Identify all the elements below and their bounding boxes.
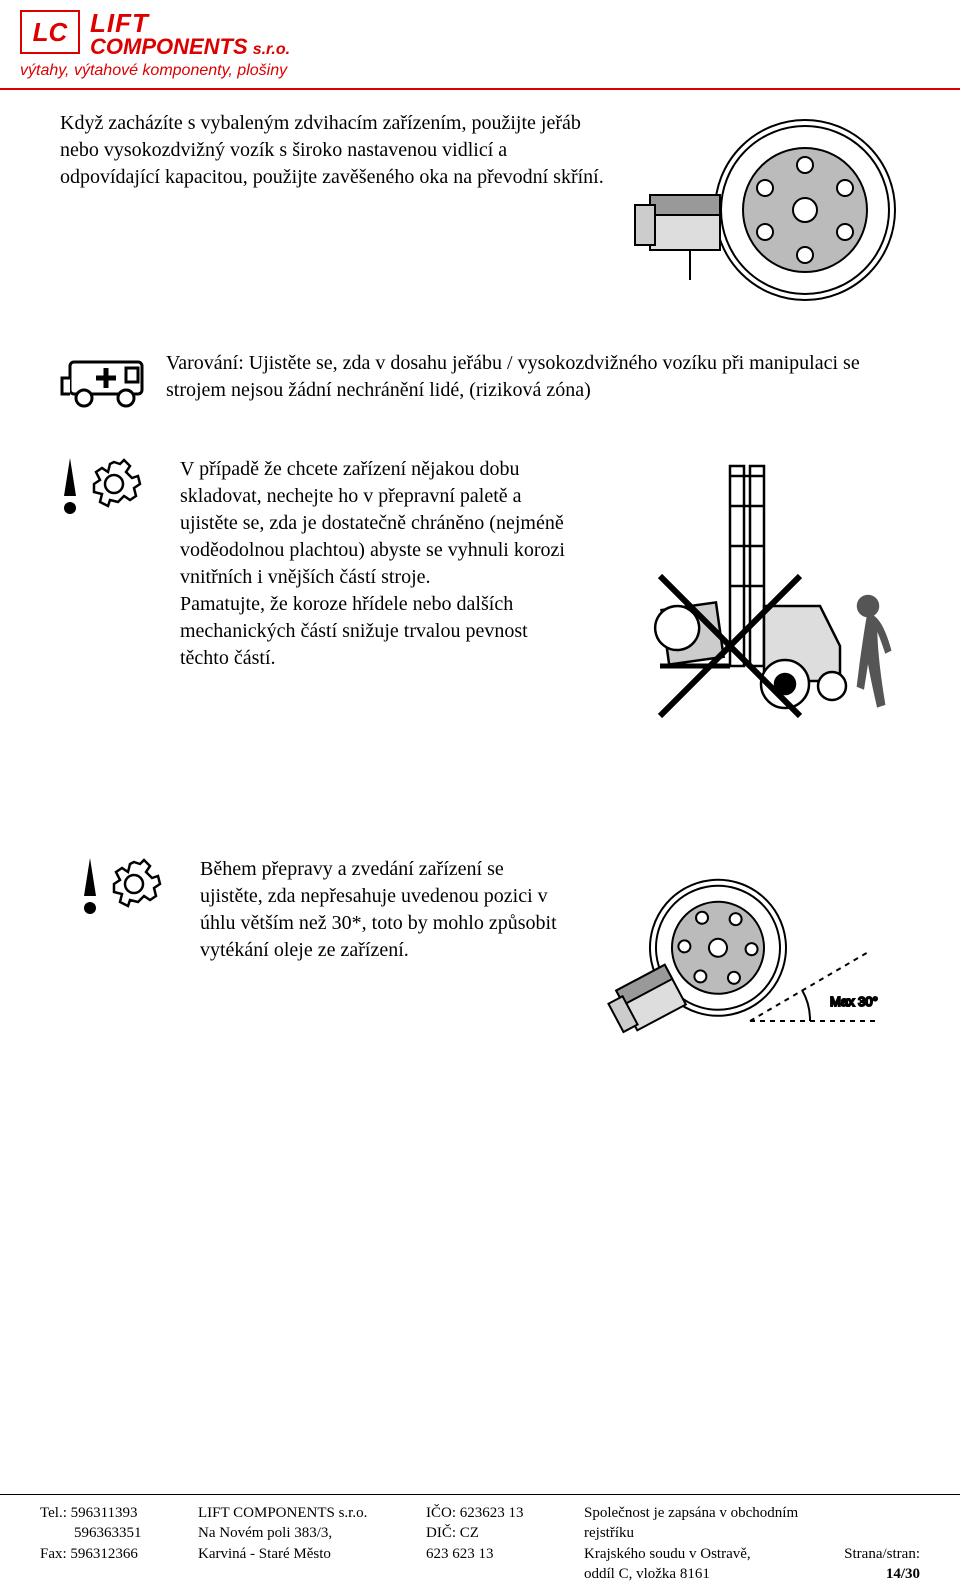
ambulance-icon bbox=[60, 350, 150, 410]
section-warning: Varování: Ujistěte se, zda v dosahu jeřá… bbox=[60, 350, 900, 410]
footer-phone: Tel.: 596311393 596363351 Fax: 596312366 bbox=[40, 1503, 180, 1584]
section-transport-angle: Během přepravy a zvedání zařízení se uji… bbox=[60, 856, 900, 1056]
forklift-illustration bbox=[600, 456, 900, 736]
gear-exclamation-icon bbox=[60, 456, 160, 516]
logo-box: LC bbox=[20, 10, 80, 54]
angle-illustration: Max 30° bbox=[580, 856, 890, 1056]
storage-text: V případě že chcete zařízení nějakou dob… bbox=[180, 456, 580, 672]
section-storage: V případě že chcete zařízení nějakou dob… bbox=[60, 456, 900, 736]
footer-registry: Společnost je zapsána v obchodním rejstř… bbox=[584, 1503, 804, 1584]
section-handling: Když zacházíte s vybaleným zdvihacím zař… bbox=[60, 110, 900, 320]
angle-label: Max 30° bbox=[830, 994, 878, 1009]
tagline: výtahy, výtahové komponenty, plošiny bbox=[20, 62, 940, 80]
page-footer: Tel.: 596311393 596363351 Fax: 596312366… bbox=[0, 1494, 960, 1592]
company-name: LIFT COMPONENTS s.r.o. bbox=[90, 10, 290, 58]
gear-exclamation-icon-2 bbox=[80, 856, 180, 916]
company-sro: s.r.o. bbox=[253, 41, 290, 58]
company-line2: COMPONENTS bbox=[90, 34, 248, 59]
handling-text: Když zacházíte s vybaleným zdvihacím zař… bbox=[60, 110, 610, 191]
machine-wheel-illustration bbox=[630, 110, 900, 320]
company-line1: LIFT bbox=[90, 10, 290, 36]
footer-page: Strana/stran: 14/30 bbox=[822, 1544, 920, 1585]
page-header: LC LIFT COMPONENTS s.r.o. výtahy, výtaho… bbox=[0, 0, 960, 90]
page-content: Když zacházíte s vybaleným zdvihacím zař… bbox=[0, 90, 960, 1106]
logo-block: LC LIFT COMPONENTS s.r.o. bbox=[20, 10, 940, 58]
footer-ids: IČO: 623623 13 DIČ: CZ 623 623 13 bbox=[426, 1503, 566, 1584]
transport-text: Během přepravy a zvedání zařízení se uji… bbox=[200, 856, 560, 964]
footer-address: LIFT COMPONENTS s.r.o. Na Novém poli 383… bbox=[198, 1503, 408, 1584]
warning-text: Varování: Ujistěte se, zda v dosahu jeřá… bbox=[166, 350, 900, 404]
